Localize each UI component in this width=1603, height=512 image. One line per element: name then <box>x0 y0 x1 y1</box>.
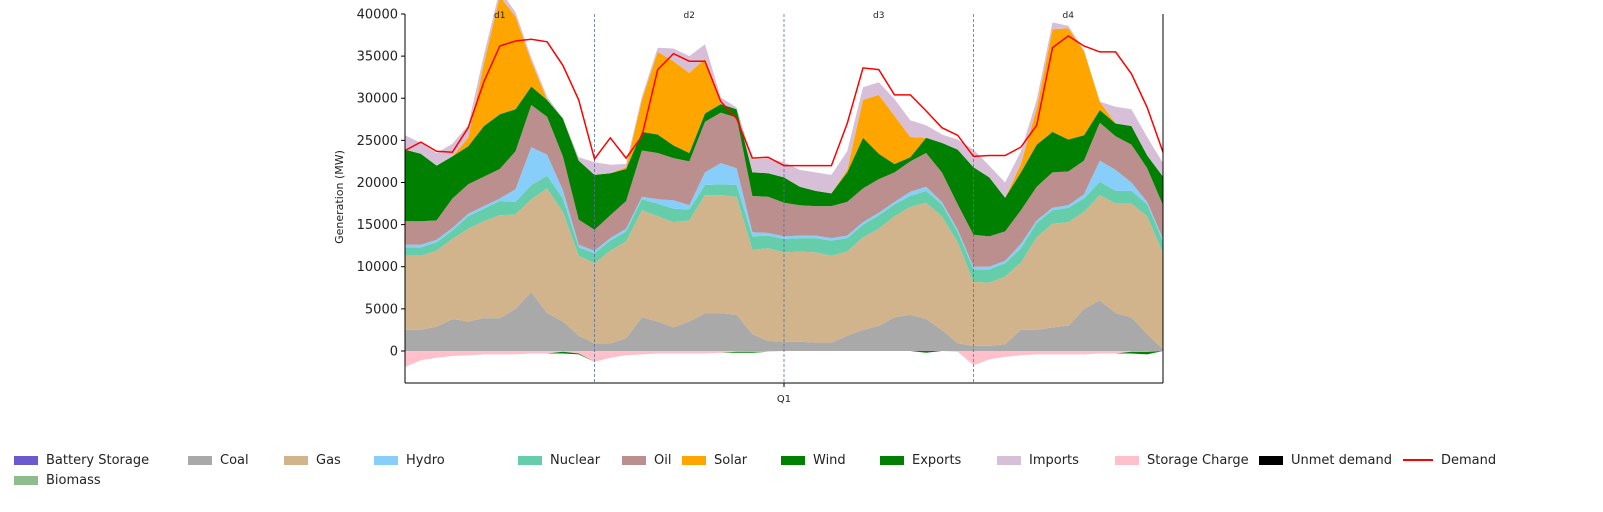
legend-swatch <box>188 455 212 465</box>
legend-swatch <box>284 455 308 465</box>
legend-swatch <box>997 455 1021 465</box>
legend-label: Coal <box>220 452 249 468</box>
legend-item: Solar <box>682 450 747 470</box>
legend-item: Imports <box>997 450 1079 470</box>
legend-swatch <box>1259 455 1283 465</box>
legend-swatch <box>1115 455 1139 465</box>
legend-label: Hydro <box>406 452 445 468</box>
legend-label: Unmet demand <box>1291 452 1393 468</box>
legend-item: Coal <box>188 450 249 470</box>
legend-label: Biomass <box>46 472 101 488</box>
legend-item: Biomass <box>14 470 101 490</box>
legend-swatch <box>518 455 542 465</box>
y-tick-label: 40000 <box>357 8 398 23</box>
y-tick-label: 20000 <box>357 176 398 191</box>
legend-item: Battery Storage <box>14 450 149 470</box>
legend-item: Gas <box>284 450 341 470</box>
legend-swatch <box>682 455 706 465</box>
area-coal <box>405 292 1163 351</box>
y-tick-label: 10000 <box>357 260 398 275</box>
legend-swatch <box>781 455 805 465</box>
legend-item: Demand <box>1403 450 1496 470</box>
legend-swatch <box>1403 459 1433 461</box>
day-label: d2 <box>684 11 695 21</box>
legend-swatch <box>14 455 38 465</box>
day-labels: d1 d2 d3 d4 <box>494 11 1074 21</box>
legend-label: Battery Storage <box>46 452 150 468</box>
legend-item: Hydro <box>374 450 445 470</box>
legend-label: Imports <box>1029 452 1079 468</box>
legend-item: Wind <box>781 450 846 470</box>
y-tick-label: 30000 <box>357 92 398 107</box>
day-label: d1 <box>494 11 505 21</box>
day-boundaries <box>594 14 974 383</box>
legend-item: Unmet demand <box>1259 450 1392 470</box>
y-axis-label: Generation (MW) <box>333 150 346 244</box>
x-axis-label: Q1 <box>777 394 791 405</box>
y-tick-label: 15000 <box>357 218 398 233</box>
demand-line <box>404 34 1164 167</box>
legend-item: Nuclear <box>518 450 600 470</box>
area-wind <box>405 86 1163 237</box>
day-label: d4 <box>1063 11 1075 21</box>
legend-label: Demand <box>1441 452 1497 468</box>
legend-item: Storage Charge <box>1115 450 1249 470</box>
legend-swatch <box>374 455 398 465</box>
legend-item: Exports <box>880 450 961 470</box>
y-ticks: 0 5000 10000 15000 20000 25000 30000 35000 40000 <box>357 8 405 359</box>
legend-label: Solar <box>714 452 748 468</box>
day-label: d3 <box>873 11 884 21</box>
y-tick-label: 35000 <box>357 50 398 65</box>
y-tick-label: 25000 <box>357 134 398 149</box>
legend-label: Storage Charge <box>1147 452 1249 468</box>
chart-svg: 0 5000 10000 15000 20000 25000 30000 35000 40000… <box>333 0 1164 405</box>
legend-label: Exports <box>912 452 962 468</box>
legend-label: Gas <box>316 452 341 468</box>
legend-label: Oil <box>654 452 672 468</box>
legend-swatch <box>622 455 646 465</box>
legend-swatch <box>14 475 38 485</box>
legend-item: Oil <box>622 450 671 470</box>
y-tick-label: 5000 <box>365 302 398 317</box>
y-tick-label: 0 <box>390 344 398 359</box>
legend-label: Wind <box>813 452 846 468</box>
axes <box>404 14 1164 387</box>
legend-label: Nuclear <box>550 452 601 468</box>
legend-swatch <box>880 455 904 465</box>
